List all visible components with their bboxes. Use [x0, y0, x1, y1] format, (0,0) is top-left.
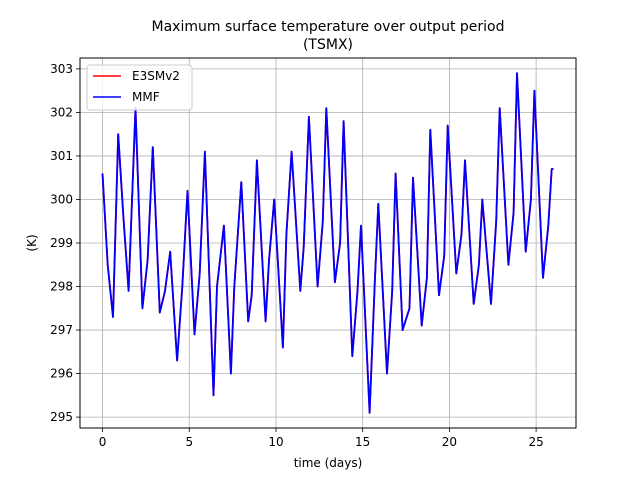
chart-title-line2: (TSMX) — [303, 37, 353, 53]
y-tick-label: 299 — [50, 236, 73, 250]
x-tick-label: 10 — [268, 435, 283, 449]
y-tick-label: 302 — [50, 105, 73, 119]
y-tick-label: 295 — [50, 410, 73, 424]
x-tick-label: 25 — [528, 435, 543, 449]
x-tick-label: 20 — [442, 435, 457, 449]
y-tick-label: 300 — [50, 192, 73, 206]
y-tick-label: 296 — [50, 367, 73, 381]
x-axis-label: time (days) — [294, 456, 363, 470]
y-tick-label: 301 — [50, 149, 73, 163]
y-tick-label: 298 — [50, 280, 73, 294]
y-tick-label: 303 — [50, 62, 73, 76]
series-lines — [101, 72, 554, 414]
legend-label-e3smv2: E3SMv2 — [132, 69, 180, 83]
series-line-mmf — [101, 72, 554, 414]
x-tick-label: 15 — [355, 435, 370, 449]
chart-title-line1: Maximum surface temperature over output … — [152, 19, 505, 35]
x-tick-label: 5 — [185, 435, 193, 449]
y-axis-label: (K) — [25, 234, 39, 251]
axis-ticks: 0 5 10 15 20 25 295 296 297 298 299 300 301 302 303 — [50, 62, 544, 449]
y-tick-label: 297 — [50, 323, 73, 337]
legend-label-mmf: MMF — [132, 90, 160, 104]
legend: E3SMv2 MMF — [86, 64, 193, 111]
grid — [80, 58, 576, 428]
x-tick-label: 0 — [99, 435, 107, 449]
